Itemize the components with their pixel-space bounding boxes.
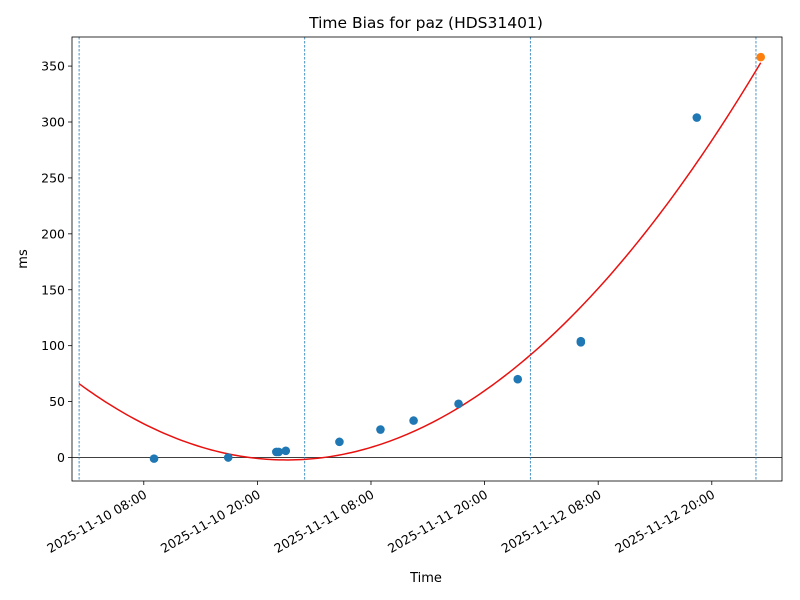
data-point-s1-1 bbox=[149, 454, 159, 463]
plot-frame bbox=[71, 36, 783, 482]
x-axis-title: Time bbox=[409, 571, 442, 586]
data-point-s1-7 bbox=[376, 425, 385, 434]
y-tick-label: 150 bbox=[41, 282, 65, 297]
y-tick-label: 250 bbox=[41, 170, 65, 185]
fit-curve bbox=[78, 62, 762, 461]
y-tick-label: 300 bbox=[41, 114, 65, 129]
data-point-s1-12 bbox=[576, 336, 586, 346]
data-point-s1-10 bbox=[513, 374, 523, 384]
chart-title: Time Bias for paz (HDS31401) bbox=[308, 14, 543, 32]
data-point-s2-1 bbox=[756, 52, 765, 62]
y-tick-label: 50 bbox=[49, 394, 65, 409]
data-point-s1-5 bbox=[281, 446, 291, 456]
y-tick-label: 350 bbox=[41, 59, 65, 74]
y-axis-title: ms bbox=[16, 249, 31, 269]
data-point-s1-8 bbox=[409, 416, 418, 425]
y-tick-label: 0 bbox=[57, 450, 65, 465]
y-tick-label: 200 bbox=[41, 226, 65, 241]
data-point-s1-13 bbox=[692, 113, 702, 122]
plot-area bbox=[72, 37, 782, 481]
y-tick-label: 100 bbox=[41, 338, 65, 353]
data-point-s1-9 bbox=[454, 399, 463, 409]
data-point-s1-6 bbox=[335, 437, 344, 447]
data-point-s1-2 bbox=[223, 453, 233, 462]
data-point-s1-4 bbox=[274, 447, 283, 457]
